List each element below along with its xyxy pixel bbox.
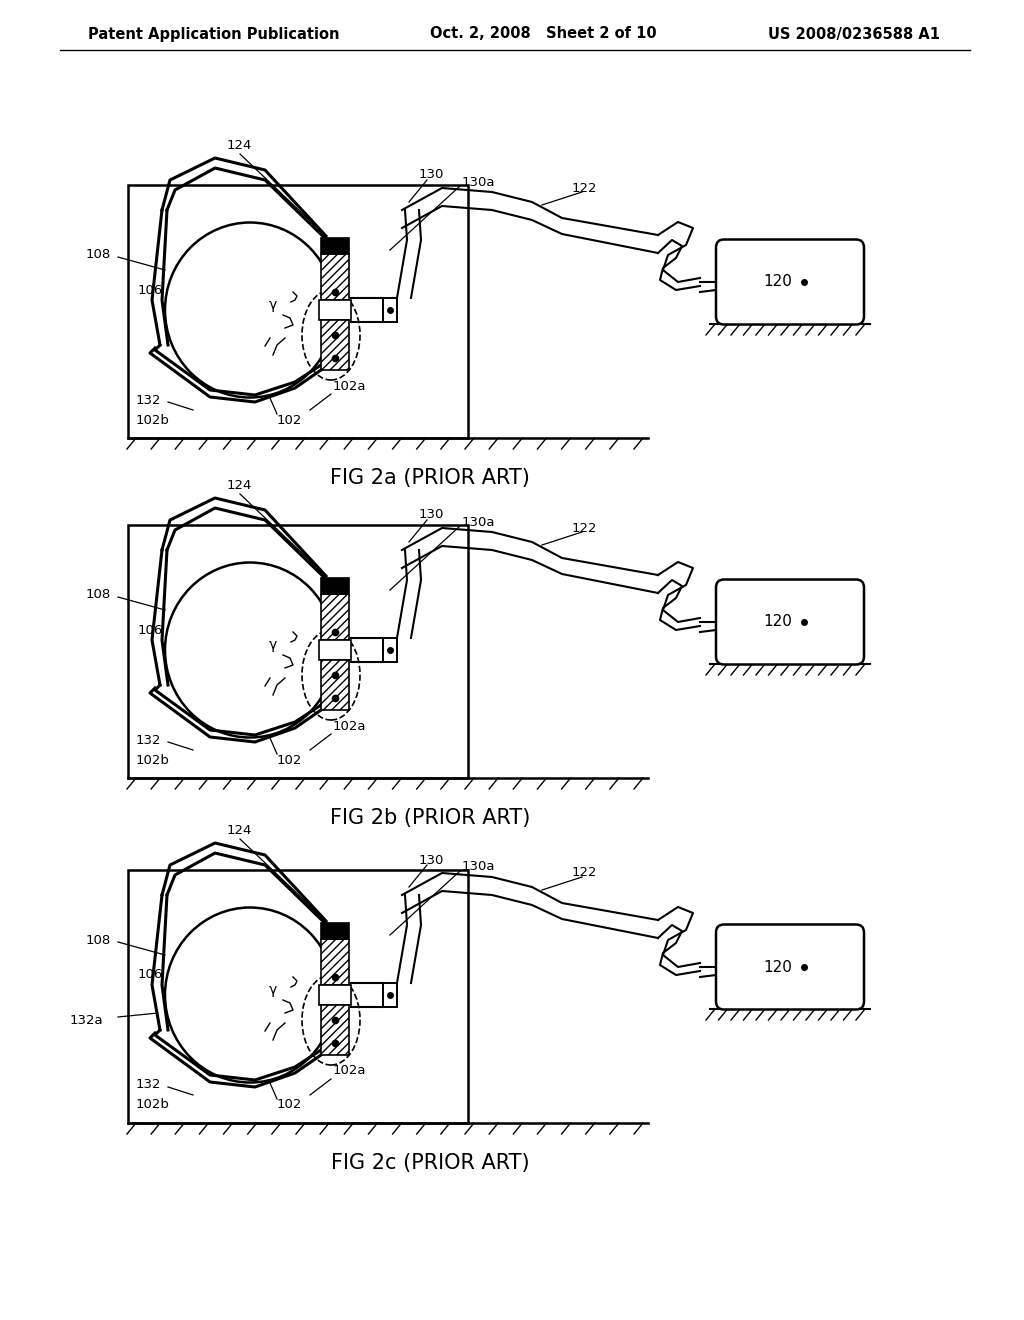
Bar [319, 985, 351, 1005]
Bar [128, 185, 468, 438]
Text: 102: 102 [278, 413, 302, 426]
Text: 102a: 102a [333, 719, 367, 733]
Text: 124: 124 [227, 479, 252, 492]
Text: 108: 108 [86, 933, 112, 946]
Text: 102b: 102b [136, 754, 170, 767]
Bar [321, 578, 349, 594]
Text: 102: 102 [278, 1098, 302, 1111]
Text: 130a: 130a [462, 516, 496, 528]
Text: 132: 132 [136, 734, 162, 747]
Bar [321, 1005, 349, 1055]
Bar [321, 253, 349, 300]
Text: 108: 108 [86, 248, 112, 261]
Text: 102b: 102b [136, 413, 170, 426]
Bar [321, 660, 349, 710]
Text: 130: 130 [419, 169, 444, 181]
FancyBboxPatch shape [716, 924, 864, 1010]
Bar [321, 238, 349, 253]
Text: 106: 106 [138, 969, 163, 982]
Text: Oct. 2, 2008   Sheet 2 of 10: Oct. 2, 2008 Sheet 2 of 10 [430, 26, 656, 41]
Text: 120: 120 [764, 960, 793, 974]
Bar [383, 638, 397, 663]
Text: FIG 2b (PRIOR ART): FIG 2b (PRIOR ART) [330, 808, 530, 828]
Text: 130a: 130a [462, 176, 496, 189]
Text: 102b: 102b [136, 1098, 170, 1111]
Text: 124: 124 [227, 139, 252, 152]
Ellipse shape [165, 223, 335, 397]
Bar [321, 923, 349, 939]
Bar [321, 939, 349, 985]
Text: US 2008/0236588 A1: US 2008/0236588 A1 [768, 26, 940, 41]
Bar [128, 525, 468, 777]
Text: 132a: 132a [70, 1014, 103, 1027]
Text: 106: 106 [138, 284, 163, 297]
Text: 102a: 102a [333, 1064, 367, 1077]
Ellipse shape [165, 562, 335, 738]
Bar [383, 298, 397, 322]
Text: 132: 132 [136, 1078, 162, 1092]
Text: 132: 132 [136, 393, 162, 407]
Text: Patent Application Publication: Patent Application Publication [88, 26, 340, 41]
FancyBboxPatch shape [716, 579, 864, 664]
Text: 130: 130 [419, 508, 444, 521]
Text: γ: γ [269, 638, 278, 652]
Bar [319, 300, 351, 319]
Text: 122: 122 [572, 521, 597, 535]
Text: 122: 122 [572, 181, 597, 194]
Text: γ: γ [269, 983, 278, 997]
Text: 108: 108 [86, 589, 112, 602]
Text: 102: 102 [278, 754, 302, 767]
Text: 130a: 130a [462, 861, 496, 874]
Bar [128, 870, 468, 1123]
Bar [321, 319, 349, 370]
Ellipse shape [165, 908, 335, 1082]
Text: 122: 122 [572, 866, 597, 879]
Bar [383, 983, 397, 1007]
Text: FIG 2a (PRIOR ART): FIG 2a (PRIOR ART) [330, 469, 530, 488]
Text: 130: 130 [419, 854, 444, 866]
Text: γ: γ [269, 298, 278, 312]
Text: FIG 2c (PRIOR ART): FIG 2c (PRIOR ART) [331, 1152, 529, 1173]
Text: 106: 106 [138, 623, 163, 636]
Text: 124: 124 [227, 824, 252, 837]
Bar [319, 640, 351, 660]
Bar [321, 594, 349, 640]
Text: 120: 120 [764, 275, 793, 289]
Text: 102a: 102a [333, 380, 367, 392]
FancyBboxPatch shape [716, 239, 864, 325]
Text: 120: 120 [764, 615, 793, 630]
